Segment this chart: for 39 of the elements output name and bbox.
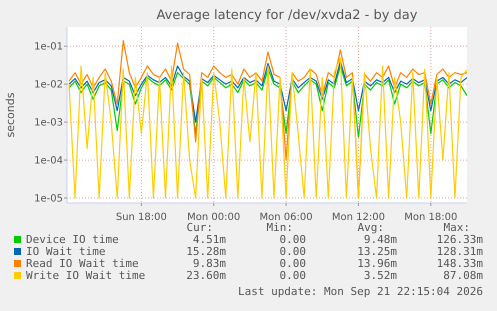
x-tick-label: Sun 18:00 [116, 212, 167, 223]
text: 15.28m [186, 245, 226, 258]
x-tick-label: Mon 06:00 [260, 212, 313, 223]
text: Min: [266, 221, 293, 234]
text: Max: [444, 221, 470, 234]
text: 0.00 [280, 245, 306, 258]
x-tick-label: Mon 18:00 [404, 212, 458, 223]
chart-title: Average latency for /dev/xvda2 - by day [156, 8, 418, 23]
y-tick-label: 1e-02 [34, 80, 63, 91]
text: 126.33m [436, 233, 484, 246]
text: Cur: [186, 221, 213, 234]
line-series [68, 65, 467, 138]
text: 148.33m [436, 257, 484, 270]
legend-label: Device IO time [26, 233, 119, 246]
text: 23.60m [186, 269, 226, 282]
text: 0.00 [280, 233, 306, 246]
y-tick-label: 1e-04 [34, 156, 63, 167]
line-series [68, 60, 467, 123]
y-tick-label: 1e-01 [34, 42, 63, 53]
y-axis-title: seconds [4, 92, 17, 138]
x-tick-label: Mon 00:00 [187, 212, 240, 223]
text: 9.83m [192, 257, 226, 270]
text: 9.48m [364, 233, 398, 246]
y-tick-label: 1e-05 [34, 194, 63, 205]
x-tick-label: Mon 12:00 [332, 212, 386, 223]
legend-label: IO Wait time [26, 245, 106, 258]
text: 3.52m [364, 269, 398, 282]
text: Last update: Mon Sep 21 22:15:04 2026 [238, 285, 483, 298]
text: 0.00 [280, 257, 306, 270]
legend-label: Write IO Wait time [26, 269, 146, 282]
text: 4.51m [192, 233, 226, 246]
text: 0.00 [280, 269, 306, 282]
text: 13.96m [357, 257, 398, 270]
text: Avg: [358, 221, 384, 234]
y-tick-label: 1e-03 [34, 118, 63, 129]
legend-label: Read IO Wait time [26, 257, 139, 270]
text: 13.25m [357, 245, 398, 258]
text: 87.08m [443, 269, 484, 282]
text: 128.31m [436, 245, 484, 258]
